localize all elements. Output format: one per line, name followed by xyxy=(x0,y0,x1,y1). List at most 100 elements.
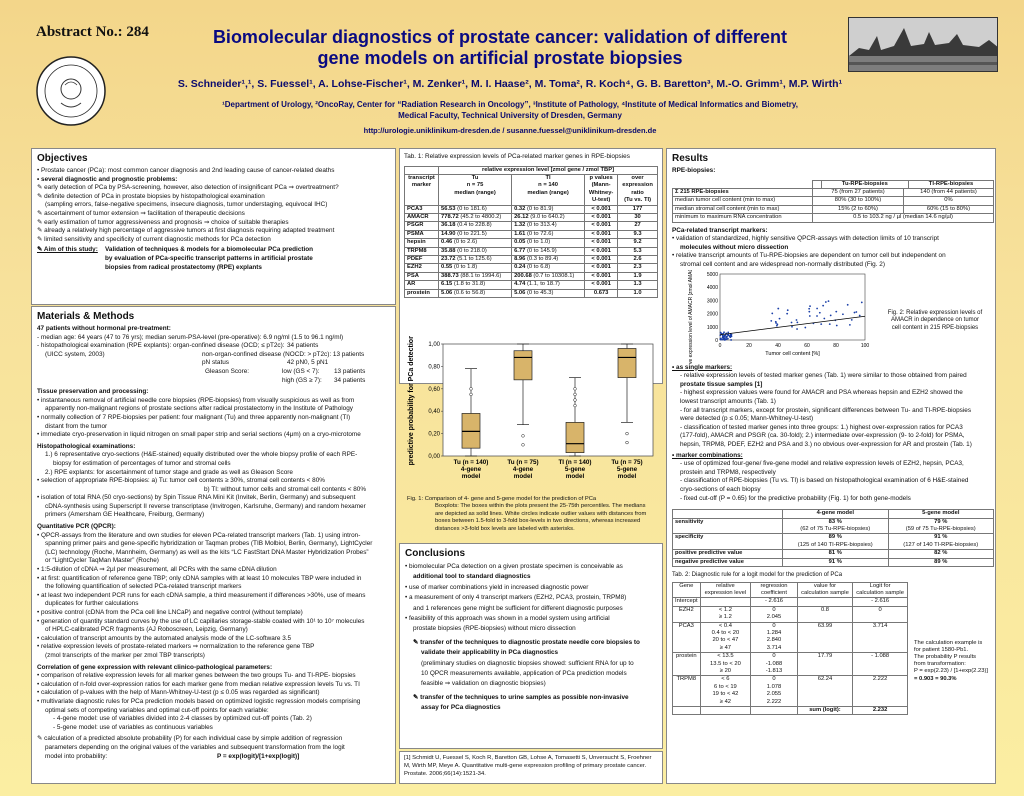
results-heading: Results xyxy=(672,153,709,164)
outlier-point xyxy=(573,398,577,402)
x-category-label: TI (n = 140) xyxy=(558,459,591,466)
data-point xyxy=(804,326,807,329)
figure1-panel: 1,00 0,80 0,60 0,40 0,20 0,00 predictive proba… xyxy=(399,336,663,542)
data-point xyxy=(795,318,798,321)
table-row: PSGR 36.18 (0.4 to 228.8) 1.32 (0 to 313.4… xyxy=(404,221,658,231)
figure2-caption: Fig. 2: Relative expression levels of AMA… xyxy=(887,309,983,331)
table-row: sum (logit): 2.232 xyxy=(672,706,908,716)
data-point xyxy=(816,307,819,309)
y-axis-label: predictive probability for PCa detection xyxy=(408,336,415,465)
data-point xyxy=(809,304,811,307)
data-point xyxy=(827,299,830,302)
box xyxy=(617,348,637,378)
objectives-heading: Objectives xyxy=(37,153,88,164)
data-point xyxy=(775,321,777,324)
data-point xyxy=(719,331,722,334)
transcript-markers-text: PCa-related transcript markers: • valida… xyxy=(672,226,946,268)
objectives-text: • Prostate cancer (PCa): most common can… xyxy=(37,167,339,271)
outlier-point xyxy=(521,434,525,438)
abstract-number: Abstract No.: 284 xyxy=(36,24,149,40)
x-category-label: Tu (n = 75) xyxy=(611,459,642,466)
x-axis-label: Tumor cell content [%] xyxy=(765,351,820,357)
data-point xyxy=(723,330,725,333)
table-row: minimum to maximum RNA concentration 0.5 … xyxy=(672,213,994,223)
x-category-label: Tu (n = 140) xyxy=(454,459,489,466)
data-point xyxy=(835,324,838,326)
data-point xyxy=(791,325,793,328)
table-row: Intercept - 2.616- 2.616 xyxy=(672,597,908,607)
calculation-note: The calculation example is for patient 15… xyxy=(914,639,989,682)
data-point xyxy=(835,310,838,313)
objectives-panel: Objectives • Prostate cancer (PCa): most… xyxy=(31,148,396,305)
y-tick-label: 0,40 xyxy=(428,409,440,415)
reference: [1] Schmidt U, Fuessel S, Koch R, Barett… xyxy=(399,751,663,784)
x-tick-label: 20 xyxy=(746,343,752,349)
data-point xyxy=(823,317,826,319)
y-tick-label: 0 xyxy=(715,338,718,344)
table-row: TRPM8 < 6 6 to < 19 19 to < 42 ≥ 42 0 1.07… xyxy=(672,675,908,708)
data-point xyxy=(820,322,823,325)
x-tick-label: 100 xyxy=(861,343,870,349)
data-point xyxy=(853,311,856,314)
outlier-point xyxy=(573,403,577,408)
table-row: median stromal cell content (min to max)… xyxy=(672,204,994,215)
contact-url[interactable]: http://urologie.uniklinikum-dresden.de /… xyxy=(363,126,657,135)
data-point xyxy=(729,335,732,338)
y-tick-label: 0,20 xyxy=(428,432,440,438)
y-tick-label: 1,00 xyxy=(428,342,440,348)
outlier-point xyxy=(469,387,473,391)
university-seal-logo xyxy=(36,56,106,126)
data-point xyxy=(824,300,827,303)
data-point xyxy=(846,303,849,306)
table-row: sensitivity 83 % (62 of 75 Tu-RPE-biopsies… xyxy=(672,517,994,535)
table-row: prostein < 13.5 13.5 to < 20 ≥ 20 0 -1.088… xyxy=(672,652,908,677)
data-point xyxy=(842,312,844,315)
outlier-point xyxy=(573,392,577,397)
diagnostic-rule-table: Gene relative expression level regression … xyxy=(672,581,908,716)
data-point xyxy=(796,327,798,330)
outlier-point xyxy=(469,392,473,397)
x-tick-label: 0 xyxy=(719,343,722,349)
data-point xyxy=(723,336,725,339)
table-row: median tumor cell content (min to max) 80… xyxy=(672,196,994,206)
conclusions-heading: Conclusions xyxy=(405,548,466,559)
table2-caption: Tab. 2: Diagnostic rule for a logit mode… xyxy=(672,571,843,578)
data-point xyxy=(816,314,818,317)
data-point xyxy=(818,311,821,314)
biopsy-table: Σ 215 RPE-biopsies 75 (from 27 patients) 1… xyxy=(672,187,994,223)
table-row: PCA3 < 0.4 0.4 to < 20 20 to < 47 ≥ 47 0 1… xyxy=(672,621,908,654)
y-tick-label: 0,80 xyxy=(428,364,440,370)
results-panel: Results RPE-biopsies: Tu-RPE-biopsies TI-… xyxy=(666,148,996,784)
data-point xyxy=(790,321,793,323)
figure2-area: 5000 4000 3000 2000 1000 0 0 20 40 60 80 100 Tumor c… xyxy=(672,270,990,364)
data-point xyxy=(777,307,780,310)
table-row: PDEF 23.72 (5.1 to 125.6) 8.96 (0.3 to 89.… xyxy=(404,255,658,265)
table-row: PCA3 56.53 (0 to 181.6) 0.32 (0 to 81.9) < … xyxy=(404,204,658,215)
plot-area xyxy=(719,273,866,340)
table-row: AMACR 778.72 (45.2 to 4800.2) 26.12 (9.0 t… xyxy=(404,213,658,223)
x-category-label: 5-gene xyxy=(617,466,638,473)
data-point xyxy=(829,314,832,316)
methods-heading: Materials & Methods xyxy=(37,311,135,322)
outlier-point xyxy=(625,431,629,436)
model-performance-table: 4-gene model 5-gene model sensitivity 83 %(… xyxy=(672,509,994,567)
table-row: PSA 388.73 (88.1 to 1994.6) 200.68 (0.7 to… xyxy=(404,271,658,282)
table-row: negative predictive value 91 % 89 % xyxy=(672,557,994,567)
table-row: TRPM8 35.88 (0 to 218.0) 6.77 (0 to 145.9)… xyxy=(404,246,658,257)
methods-text: 47 patients without hormonal pre-treatme… xyxy=(37,325,373,760)
table-row: AR 6.15 (1.8 to 31.8) 4.74 (1.1, to 18.7) <… xyxy=(404,280,658,290)
data-point xyxy=(828,322,831,325)
data-point xyxy=(822,304,825,307)
data-point xyxy=(796,321,799,323)
regression-line xyxy=(719,315,866,335)
data-point xyxy=(726,337,729,340)
x-category-label: model xyxy=(566,473,585,480)
y-tick-label: 1000 xyxy=(707,324,718,330)
conclusions-text: • biomolecular PCa detection on a given … xyxy=(405,563,640,712)
data-point xyxy=(720,337,722,340)
data-point xyxy=(808,310,811,313)
data-point xyxy=(786,312,789,315)
author-list: S. Schneider¹,¹, S. Fuessel¹, A. Lohse-F… xyxy=(177,78,843,90)
table-row: PSMA 14.90 (0 to 221.5) 1.61 (0 to 72.6) < … xyxy=(404,229,658,240)
table1-caption: Tab. 1: Relative expression levels of PC… xyxy=(404,153,630,160)
